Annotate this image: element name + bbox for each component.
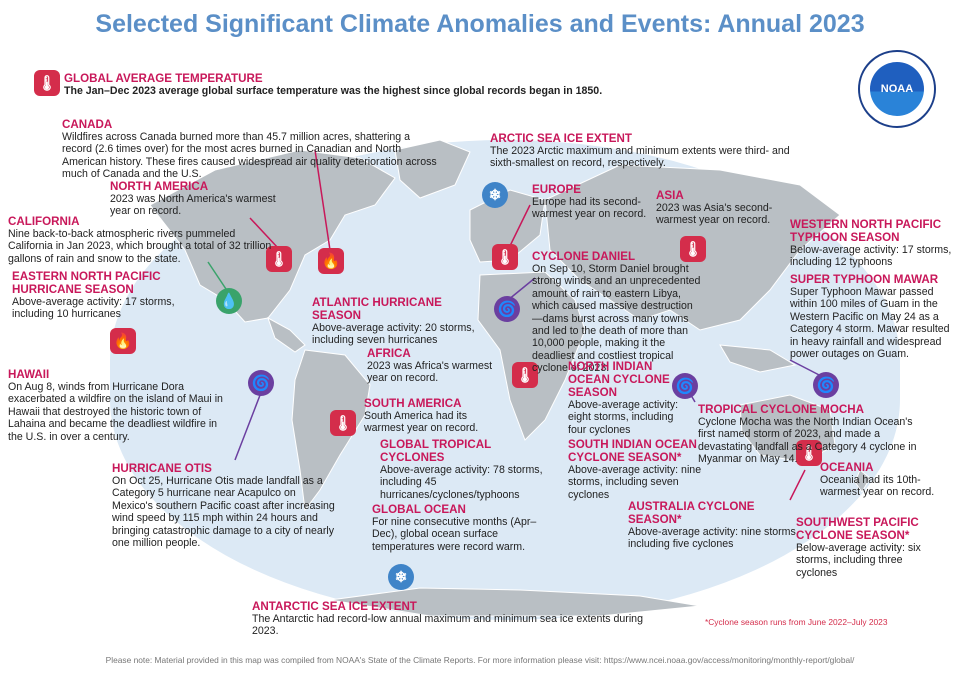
page-title: Selected Significant Climate Anomalies a…: [95, 10, 865, 38]
connector-north-america: [249, 217, 279, 249]
event-global-tropical-cyclones: GLOBAL TROPICAL CYCLONES Above-average a…: [380, 438, 543, 501]
event-europe: EUROPE Europe had its second-warmest yea…: [532, 183, 647, 221]
connector-california: [207, 261, 229, 293]
event-global-ocean: GLOBAL OCEAN For nine consecutive months…: [372, 503, 537, 553]
event-western-north-pacific: WESTERN NORTH PACIFIC TYPHOON SEASON Bel…: [790, 218, 952, 269]
cyclone-icon: 🌀: [813, 372, 839, 398]
thermometer-icon: 🌡: [34, 70, 60, 96]
connector-europe: [507, 204, 531, 251]
event-super-typhoon-mawar: SUPER TYPHOON MAWAR Super Typhoon Mawar …: [790, 273, 950, 361]
event-tropical-cyclone-mocha: TROPICAL CYCLONE MOCHA Cyclone Mocha was…: [698, 403, 917, 466]
land-indonesia: [719, 344, 797, 373]
event-oceania: OCEANIA Oceania had its 10th-warmest yea…: [820, 461, 935, 499]
event-hurricane-otis: HURRICANE OTIS On Oct 25, Hurricane Otis…: [112, 462, 335, 550]
thermometer-icon: 🌡: [266, 246, 292, 272]
event-southwest-pacific: SOUTHWEST PACIFIC CYCLONE SEASON* Below-…: [796, 516, 921, 579]
thermometer-icon: 🌡: [512, 362, 538, 388]
thermometer-icon: 🌡: [330, 410, 356, 436]
event-global-temperature: GLOBAL AVERAGE TEMPERATURE The Jan–Dec 2…: [64, 72, 603, 97]
noaa-logo: NOAA: [858, 50, 936, 128]
event-antarctic-sea-ice: ANTARCTIC SEA ICE EXTENT The Antarctic h…: [252, 600, 643, 638]
cyclone-icon: 🌀: [494, 296, 520, 322]
event-asia: ASIA 2023 was Asia's second-warmest year…: [656, 189, 773, 227]
ice-icon: ❄: [482, 182, 508, 208]
land-new-zealand: [854, 469, 871, 493]
event-africa: AFRICA 2023 was Africa's warmest year on…: [367, 347, 493, 385]
connector-canada: [314, 149, 331, 251]
footer-note: Please note: Material provided in this m…: [105, 655, 855, 665]
land-europe: [469, 189, 546, 263]
land-greenland: [394, 139, 471, 199]
fire-icon: 🔥: [110, 328, 136, 354]
thermometer-icon: 🌡: [680, 236, 706, 262]
event-eastern-north-pacific: EASTERN NORTH PACIFIC HURRICANE SEASON A…: [12, 270, 175, 321]
land-north-america: [149, 149, 396, 323]
event-atlantic-hurricane: ATLANTIC HURRICANE SEASON Above-average …: [312, 296, 475, 347]
event-australia-cyclone: AUSTRALIA CYCLONE SEASON* Above-average …: [628, 500, 799, 551]
rain-icon: 💧: [216, 288, 242, 314]
fire-icon: 🔥: [318, 248, 344, 274]
noaa-logo-text: NOAA: [870, 62, 924, 116]
connector-australia: [789, 469, 806, 501]
event-arctic-sea-ice: ARCTIC SEA ICE EXTENT The 2023 Arctic ma…: [490, 132, 790, 170]
land-antarctica: [329, 587, 701, 617]
event-south-america: SOUTH AMERICA South America had its warm…: [364, 397, 479, 435]
cyclone-season-note: *Cyclone season runs from June 2022–July…: [705, 617, 888, 627]
event-hawaii: HAWAII On Aug 8, winds from Hurricane Do…: [8, 368, 223, 443]
land-central-america: [267, 316, 306, 353]
cyclone-icon: 🌀: [248, 370, 274, 396]
event-north-indian-ocean: NORTH INDIAN OCEAN CYCLONE SEASON Above-…: [568, 360, 679, 436]
event-south-indian-ocean: SOUTH INDIAN OCEAN CYCLONE SEASON* Above…: [568, 438, 702, 501]
event-cyclone-daniel: CYCLONE DANIEL On Sep 10, Storm Daniel b…: [532, 250, 701, 375]
event-north-america: NORTH AMERICA 2023 was North America's w…: [110, 180, 276, 218]
thermometer-icon: 🌡: [492, 244, 518, 270]
thermometer-icon: 🌡: [796, 440, 822, 466]
event-canada: CANADA Wildfires across Canada burned mo…: [62, 118, 437, 181]
event-california: CALIFORNIA Nine back-to-back atmospheric…: [8, 215, 272, 265]
connector-otis: [234, 389, 263, 461]
cyclone-icon: 🌀: [672, 373, 698, 399]
ice-icon: ❄: [388, 564, 414, 590]
